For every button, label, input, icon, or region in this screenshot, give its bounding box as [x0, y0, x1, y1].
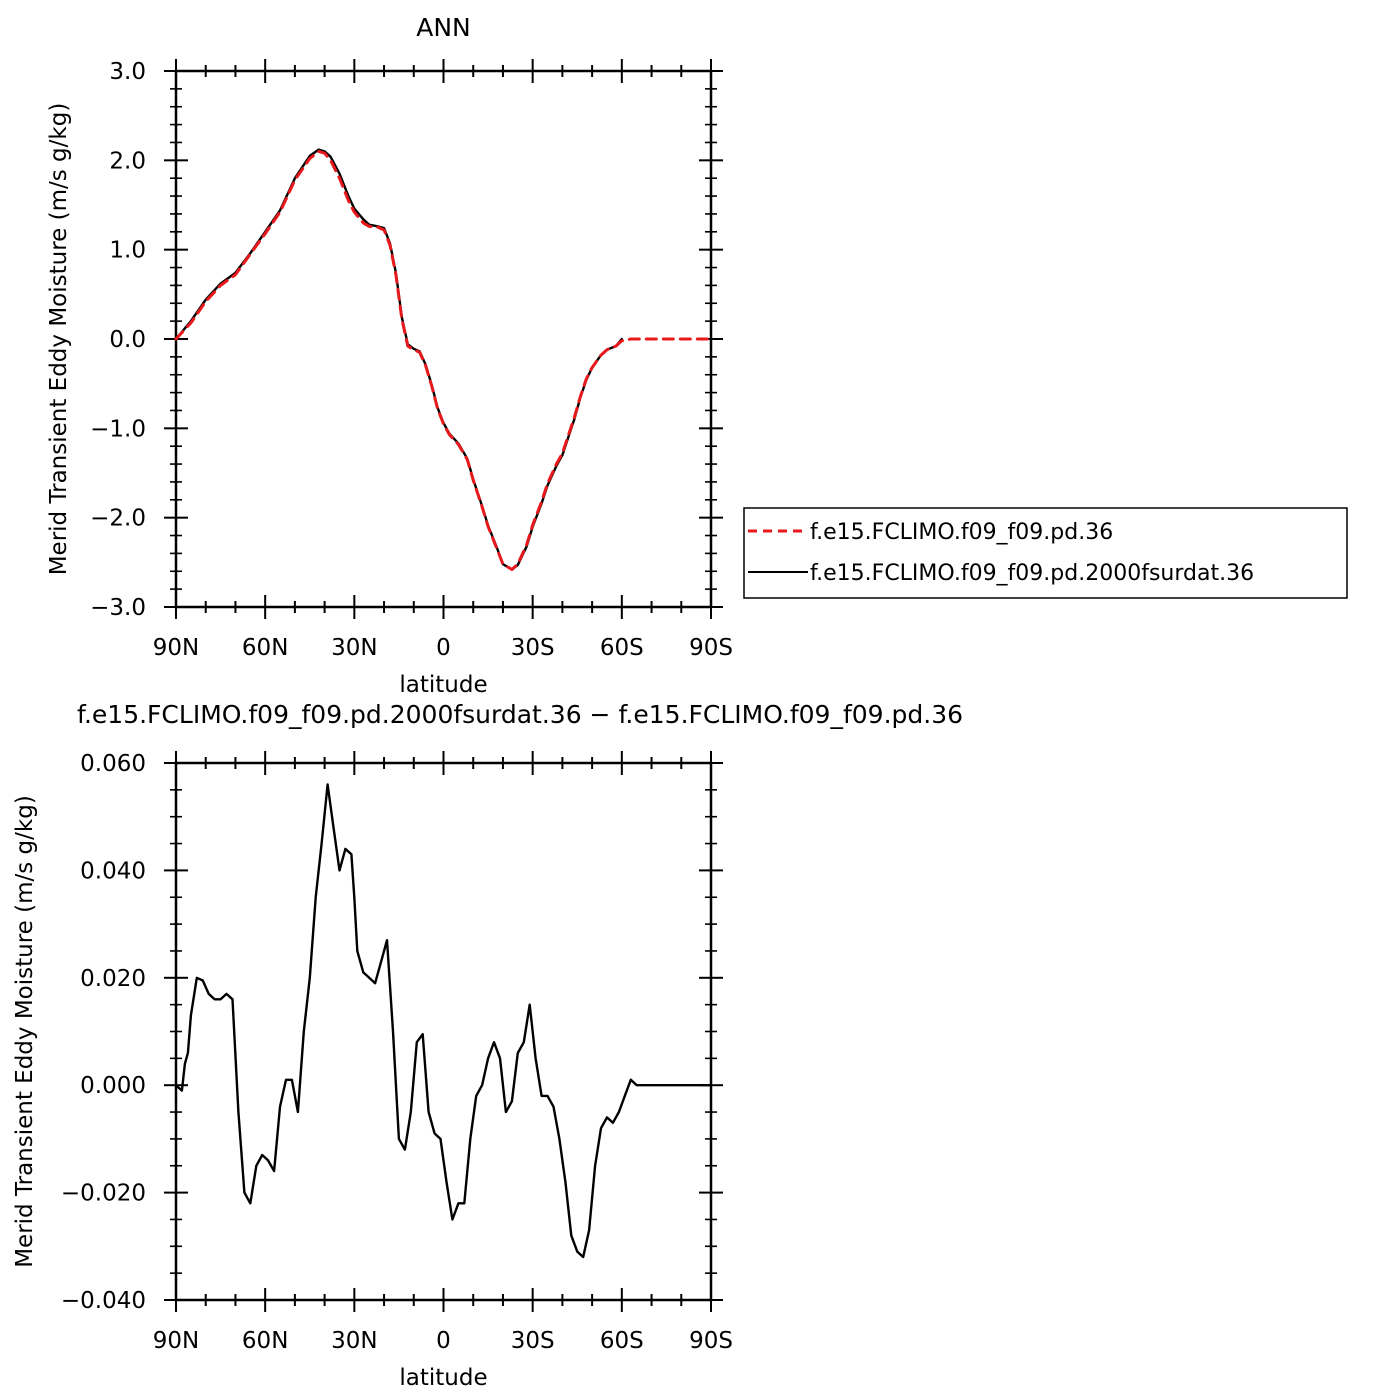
chart-top: ANN 90N 60N 30N 0 30S 60S 90S −3.0 −2.0 −1.0 0.0 1.… — [46, 13, 733, 698]
chart-title: ANN — [416, 13, 471, 42]
legend-entry: f.e15.FCLIMO.f09_f09.pd.2000fsurdat.36 — [810, 561, 1254, 586]
x-axis-label: latitude — [399, 1365, 487, 1391]
legend-box — [743, 507, 1348, 599]
y-axis-label: Merid Transient Eddy Moisture (m/s g/kg) — [12, 795, 38, 1268]
plot-frame — [174, 761, 713, 1302]
series-line-0 — [174, 149, 713, 571]
y-tick-label: 2.0 — [109, 148, 146, 174]
x-tick-label: 90N — [153, 635, 199, 661]
y-tick-label: −2.0 — [90, 506, 146, 532]
series-line-0 — [174, 783, 713, 1259]
legend-entry: f.e15.FCLIMO.f09_f09.pd.36 — [810, 520, 1113, 545]
tick-marks: 90N 60N 30N 0 30S 60S 90S −3.0 −2.0 −1.0 0.0 1.0 2.0… — [90, 59, 733, 661]
x-tick-label: 30S — [511, 635, 555, 661]
y-tick-label: 0.020 — [80, 966, 146, 992]
tick-marks: 90N 60N 30N 0 30S 60S 90S −0.040 −0.020 0.000 0.02… — [61, 751, 733, 1354]
y-tick-label: −0.020 — [61, 1181, 146, 1207]
x-tick-label: 60N — [242, 635, 288, 661]
chart-bottom: f.e15.FCLIMO.f09_f09.pd.2000fsurdat.36 −… — [12, 700, 963, 1391]
y-tick-label: 0.000 — [80, 1073, 146, 1099]
series-group — [174, 148, 713, 571]
y-tick-label: −3.0 — [90, 595, 146, 621]
x-tick-label: 0 — [436, 1328, 451, 1354]
y-tick-label: 1.0 — [109, 238, 146, 264]
x-tick-label: 30S — [511, 1328, 555, 1354]
x-tick-label: 90N — [153, 1328, 199, 1354]
x-tick-label: 0 — [436, 635, 451, 661]
y-tick-label: 0.040 — [80, 858, 146, 884]
x-tick-label: 90S — [689, 1328, 733, 1354]
y-axis-label: Merid Transient Eddy Moisture (m/s g/kg) — [46, 103, 72, 576]
y-tick-label: 3.0 — [109, 59, 146, 85]
y-tick-label: 0.060 — [80, 751, 146, 777]
x-axis-label: latitude — [399, 672, 487, 698]
x-tick-label: 60S — [600, 1328, 644, 1354]
chart-title: f.e15.FCLIMO.f09_f09.pd.2000fsurdat.36 −… — [77, 700, 963, 729]
x-tick-label: 60N — [242, 1328, 288, 1354]
x-tick-label: 90S — [689, 635, 733, 661]
series-line-1 — [174, 148, 623, 571]
x-tick-label: 60S — [600, 635, 644, 661]
x-tick-label: 30N — [331, 1328, 377, 1354]
y-tick-label: 0.0 — [109, 327, 146, 353]
y-tick-label: −0.040 — [61, 1288, 146, 1314]
y-tick-label: −1.0 — [90, 416, 146, 442]
legend: f.e15.FCLIMO.f09_f09.pd.36 f.e15.FCLIMO.… — [743, 507, 1348, 599]
series-group — [174, 783, 713, 1259]
x-tick-label: 30N — [331, 635, 377, 661]
